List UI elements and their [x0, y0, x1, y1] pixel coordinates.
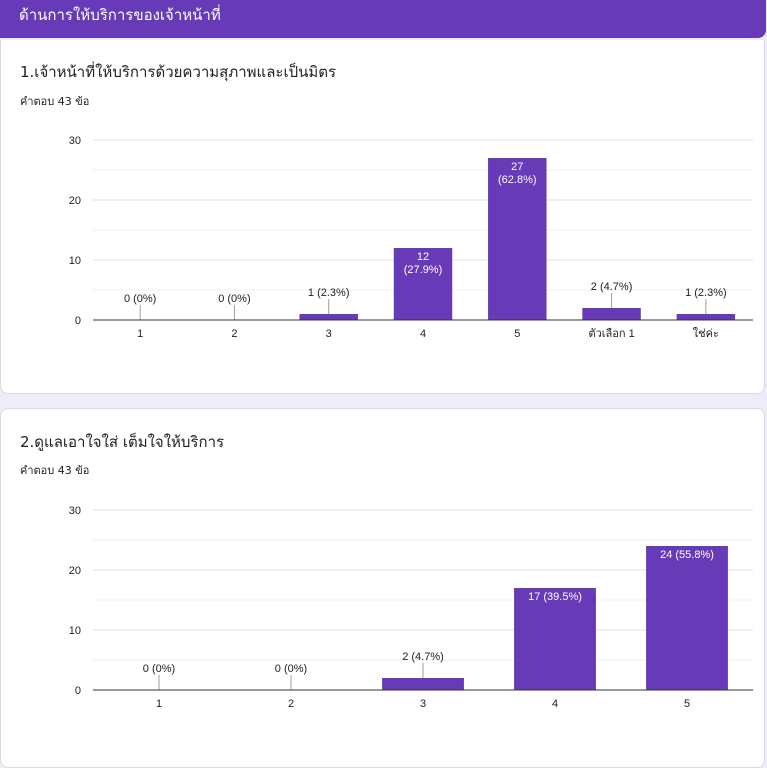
x-tick-label: 4	[420, 328, 426, 340]
y-tick-label: 20	[69, 195, 81, 207]
x-tick-label: 1	[137, 328, 143, 340]
data-label: 1 (2.3%)	[308, 287, 350, 299]
x-tick-label: 1	[156, 698, 162, 710]
bar[interactable]	[514, 588, 596, 690]
y-tick-label: 20	[69, 565, 81, 577]
bar[interactable]	[299, 314, 358, 320]
data-label: (27.9%)	[404, 264, 443, 276]
x-tick-label: 5	[514, 328, 520, 340]
y-tick-label: 10	[69, 255, 81, 267]
x-tick-label: 3	[420, 698, 426, 710]
data-label: 24 (55.8%)	[660, 549, 714, 561]
question-card-1: 1.เจ้าหน้าที่ให้บริการด้วยความสุภาพและเป…	[0, 40, 765, 394]
data-label: 17 (39.5%)	[528, 591, 582, 603]
bar[interactable]	[646, 546, 728, 690]
section-header: ด้านการให้บริการของเจ้าหน้าที่	[0, 0, 766, 38]
bar-chart-1: 0 10 20 30 0 (0%) 1 0 (0%) 2 1 (2.3%) 3 12(27.9%) 4…	[69, 135, 753, 340]
x-tick-label: ใช่ค่ะ	[693, 327, 719, 340]
bar[interactable]	[582, 308, 641, 320]
response-count: คำตอบ 43 ข้อ	[20, 464, 90, 477]
bar[interactable]	[393, 248, 453, 320]
question-title: 2.ดูแลเอาใจใส่ เต็มใจให้บริการ	[20, 433, 225, 451]
data-label: 2 (4.7%)	[591, 281, 633, 293]
question-title: 1.เจ้าหน้าที่ให้บริการด้วยความสุภาพและเป…	[20, 63, 337, 81]
x-tick-label: 4	[552, 698, 558, 710]
x-tick-label: ตัวเลือก 1	[588, 327, 634, 340]
data-label: 0 (0%)	[275, 663, 307, 675]
y-tick-label: 0	[75, 685, 81, 697]
y-tick-label: 30	[69, 505, 81, 517]
x-tick-label: 2	[288, 698, 294, 710]
y-tick-label: 30	[69, 135, 81, 147]
data-label: 12	[417, 251, 429, 263]
section-title: ด้านการให้บริการของเจ้าหน้าที่	[19, 6, 221, 24]
y-tick-label: 0	[75, 315, 81, 327]
x-tick-label: 5	[684, 698, 690, 710]
data-label: (62.8%)	[498, 174, 537, 186]
data-label: 1 (2.3%)	[685, 287, 727, 299]
bar[interactable]	[382, 678, 464, 690]
bar[interactable]	[488, 158, 547, 320]
response-count: คำตอบ 43 ข้อ	[20, 95, 90, 108]
x-tick-label: 2	[231, 328, 237, 340]
y-tick-label: 10	[69, 625, 81, 637]
data-label: 0 (0%)	[218, 293, 250, 305]
data-label: 0 (0%)	[143, 663, 175, 675]
bar[interactable]	[676, 314, 736, 320]
question-card-2: 2.ดูแลเอาใจใส่ เต็มใจให้บริการ คำตอบ 43 …	[0, 408, 765, 768]
data-label: 27	[511, 161, 523, 173]
data-label: 0 (0%)	[124, 293, 156, 305]
x-tick-label: 3	[326, 328, 332, 340]
data-label: 2 (4.7%)	[402, 651, 444, 663]
